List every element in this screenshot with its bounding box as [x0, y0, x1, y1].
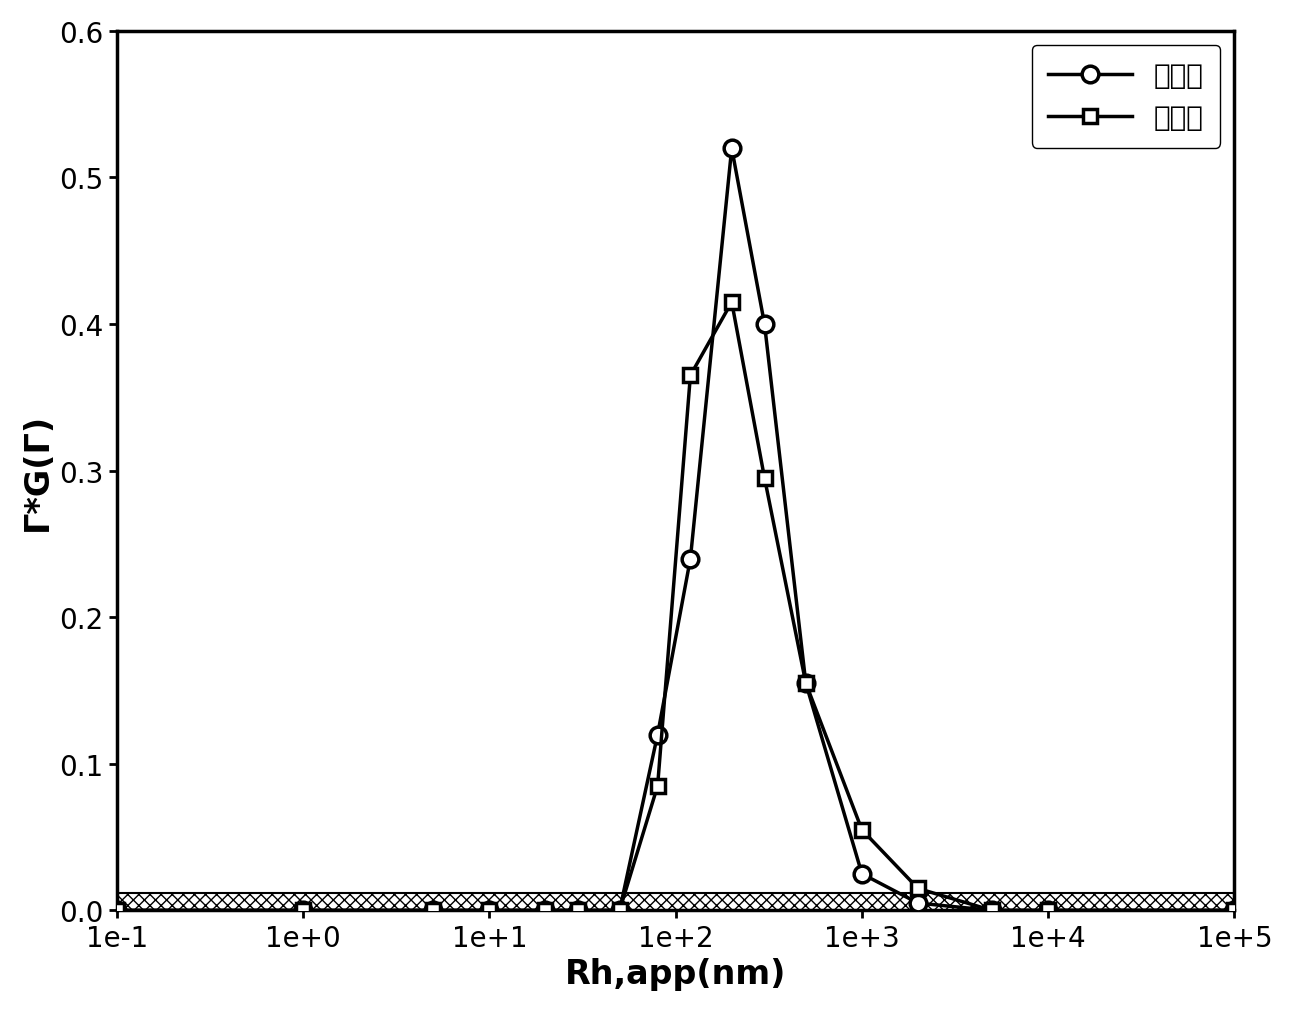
分离前 [482, 905, 498, 917]
Y-axis label: Γ*G(Γ): Γ*G(Γ) [21, 412, 54, 530]
分离后 [724, 143, 740, 155]
分离后 [984, 905, 999, 917]
分离后 [425, 905, 441, 917]
分离后 [683, 553, 698, 565]
分离后 [570, 905, 586, 917]
分离前 [612, 905, 627, 917]
分离前 [109, 905, 124, 917]
分离前 [425, 905, 441, 917]
分离后 [612, 905, 627, 917]
分离后 [1041, 905, 1056, 917]
分离前 [650, 779, 666, 792]
分离前 [1227, 905, 1243, 917]
分离后 [650, 729, 666, 741]
分离后 [1227, 905, 1243, 917]
分离前 [910, 883, 926, 895]
分离前 [798, 677, 813, 690]
分离后 [538, 905, 553, 917]
Bar [116, 893, 1235, 928]
分离前 [1041, 905, 1056, 917]
分离前 [724, 296, 740, 308]
分离前 [538, 905, 553, 917]
分离后 [482, 905, 498, 917]
分离后 [295, 905, 310, 917]
分离后 [756, 318, 772, 331]
分离前 [295, 905, 310, 917]
X-axis label: Rh,app(nm): Rh,app(nm) [565, 957, 786, 990]
分离后 [798, 677, 813, 690]
Legend: 分离后, 分离前: 分离后, 分离前 [1032, 45, 1221, 149]
Line: 分离前: 分离前 [110, 296, 1241, 917]
分离前 [855, 824, 870, 836]
分离后 [910, 897, 926, 909]
分离前 [570, 905, 586, 917]
分离前 [756, 472, 772, 484]
分离后 [855, 867, 870, 880]
分离前 [683, 370, 698, 382]
分离后 [109, 905, 124, 917]
分离前 [984, 905, 999, 917]
Line: 分离后: 分离后 [109, 141, 1243, 919]
